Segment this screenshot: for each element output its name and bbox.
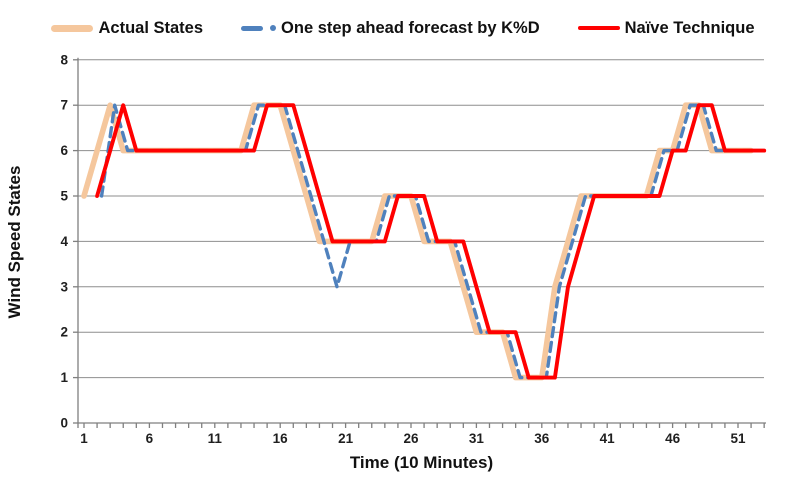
legend-item-naive: Naïve Technique — [577, 18, 755, 38]
svg-text:8: 8 — [60, 52, 68, 67]
forecast-line-swatch-icon — [241, 25, 277, 31]
legend-label-actual: Actual States — [98, 18, 204, 37]
legend: Actual States One step ahead forecast by… — [0, 14, 806, 42]
forecast-line — [99, 103, 758, 380]
svg-text:26: 26 — [403, 431, 419, 446]
svg-text:16: 16 — [273, 431, 289, 446]
svg-text:51: 51 — [730, 431, 746, 446]
axis-ticks — [73, 59, 765, 428]
svg-text:2: 2 — [60, 325, 68, 340]
svg-text:3: 3 — [60, 279, 68, 294]
svg-text:1: 1 — [60, 370, 68, 385]
svg-text:6: 6 — [60, 143, 68, 158]
x-axis-title: Time (10 Minutes) — [349, 453, 494, 472]
naive-technique-line — [95, 103, 767, 380]
x-tick-labels: 1 6 11 16 21 26 31 36 41 46 51 — [80, 431, 746, 446]
svg-text:11: 11 — [208, 431, 223, 446]
naive-line-swatch-icon — [577, 25, 620, 31]
y-axis-title: Wind Speed States — [5, 165, 24, 319]
legend-item-forecast: One step ahead forecast by K%D — [241, 19, 540, 38]
svg-text:6: 6 — [146, 431, 154, 446]
y-tick-labels: 0 1 2 3 4 5 6 7 8 — [60, 52, 68, 430]
legend-label-naive: Naïve Technique — [624, 18, 755, 37]
svg-text:31: 31 — [469, 431, 485, 446]
svg-text:21: 21 — [338, 431, 354, 446]
svg-text:4: 4 — [60, 234, 68, 249]
axes — [77, 57, 766, 424]
svg-text:41: 41 — [600, 431, 616, 446]
legend-label-forecast: One step ahead forecast by K%D — [281, 18, 540, 37]
actual-line-swatch-icon — [51, 24, 94, 32]
svg-text:1: 1 — [80, 431, 88, 446]
svg-text:7: 7 — [60, 98, 68, 113]
svg-text:46: 46 — [665, 431, 681, 446]
legend-item-actual: Actual States — [51, 19, 203, 38]
svg-text:5: 5 — [60, 189, 68, 204]
svg-text:0: 0 — [60, 416, 68, 431]
svg-text:36: 36 — [534, 431, 550, 446]
